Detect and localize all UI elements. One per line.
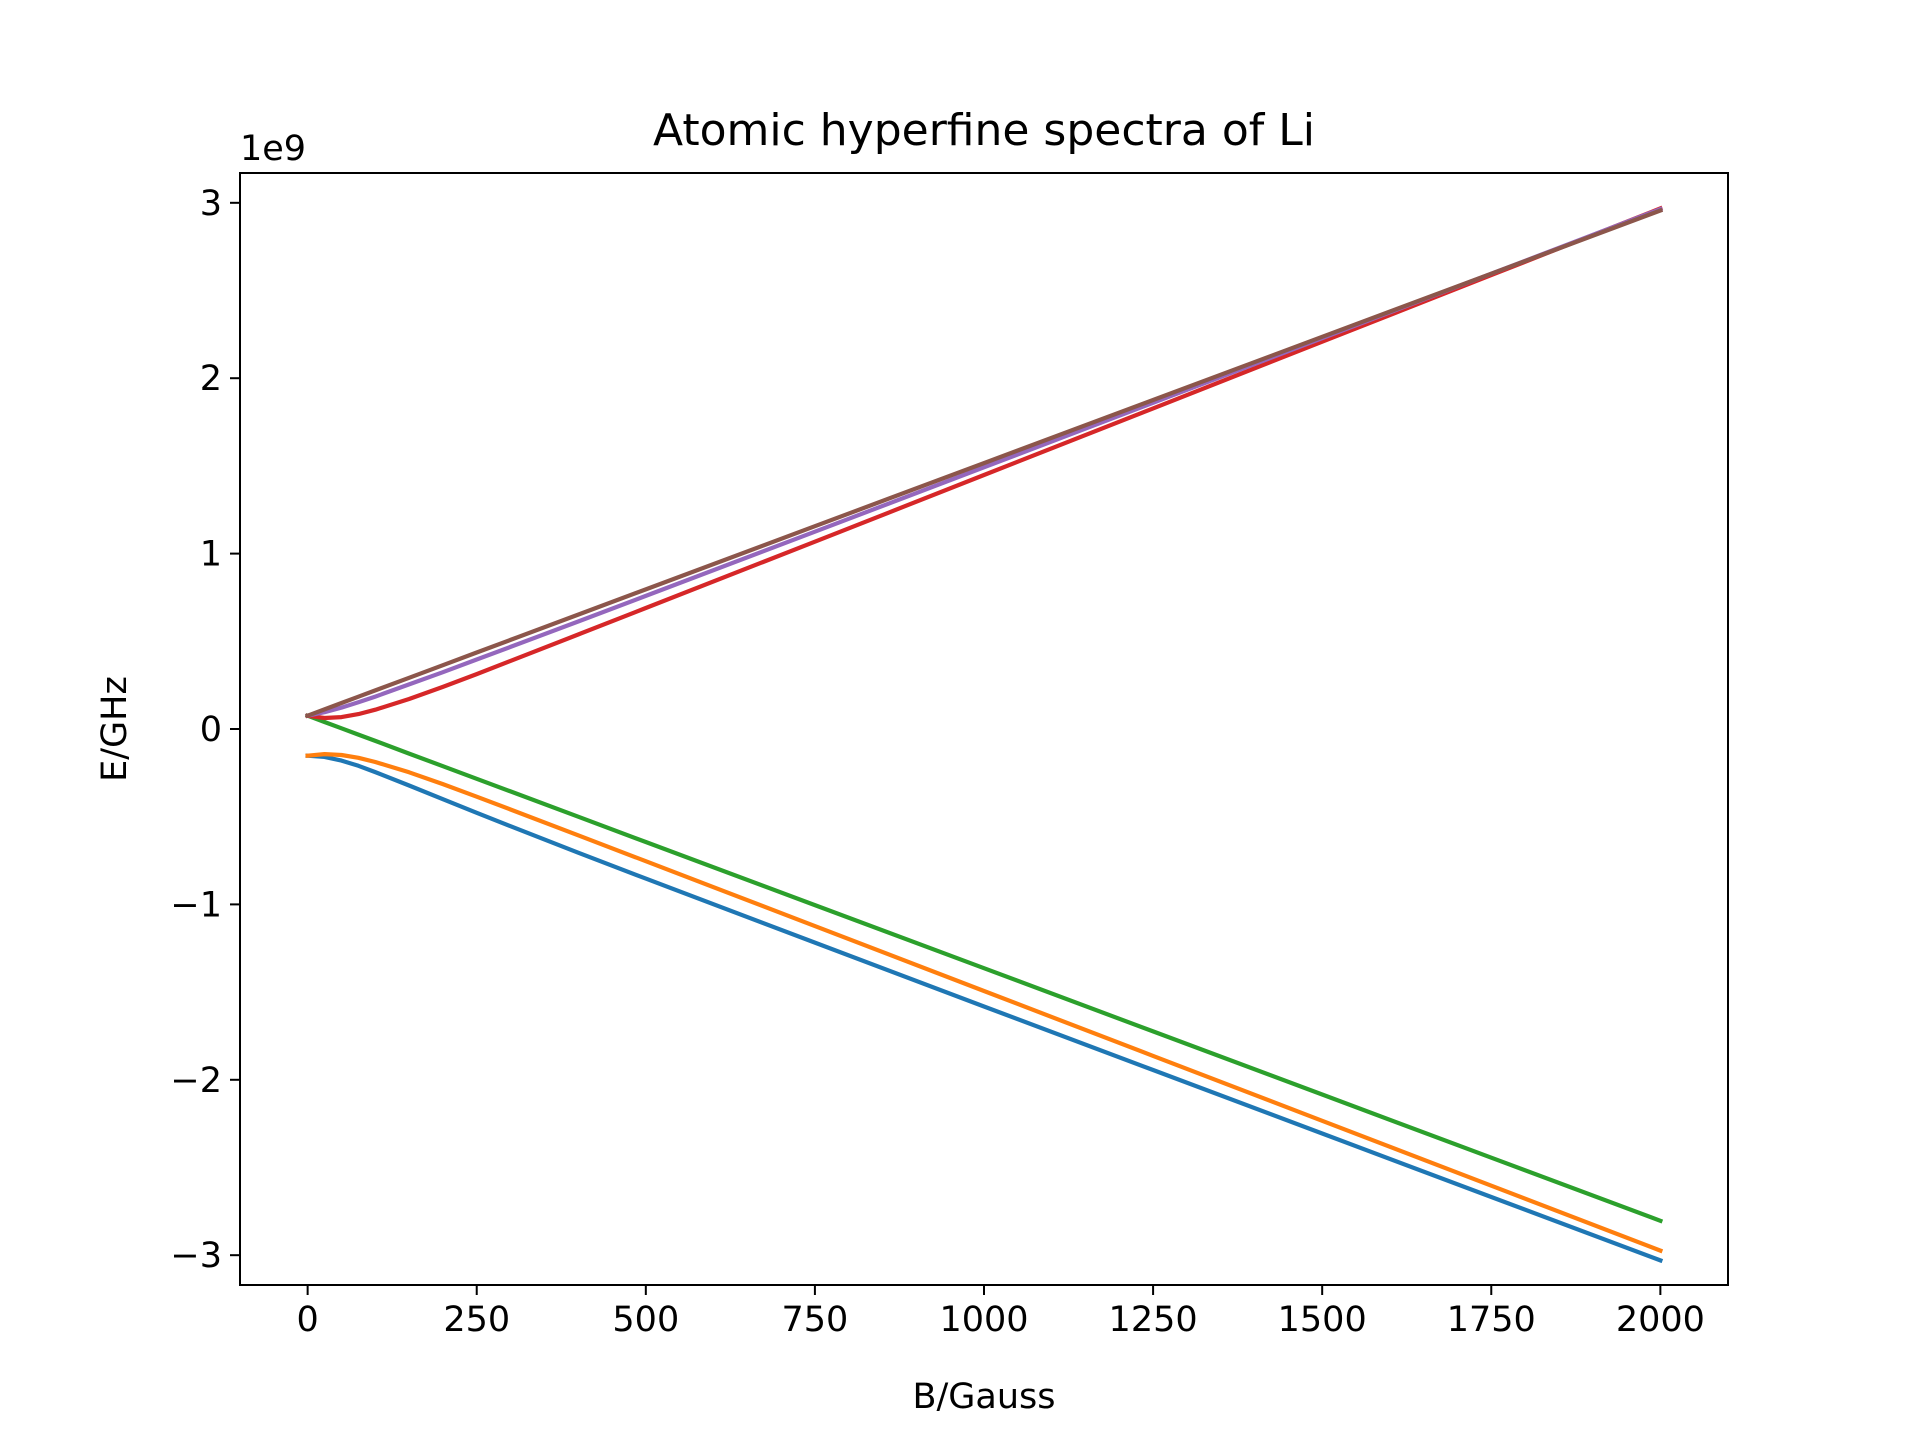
y-axis: −3 −2 −1 0 1 2 3 — [170, 184, 240, 1276]
x-axis: 0 250 500 750 1000 1250 1500 1750 2000 — [296, 1285, 1705, 1340]
x-tick-label: 250 — [443, 1300, 510, 1340]
series-line-1 — [305, 753, 1664, 1264]
x-tick-label: 1250 — [1109, 1300, 1198, 1340]
x-tick-label: 1000 — [939, 1300, 1028, 1340]
y-tick-label: 3 — [200, 184, 222, 224]
series-line-2 — [305, 751, 1664, 1254]
chart-title: Atomic hyperfine spectra of Li — [653, 105, 1315, 156]
x-tick-label: 500 — [612, 1300, 679, 1340]
x-tick-label: 2000 — [1616, 1300, 1705, 1340]
x-tick-label: 0 — [296, 1300, 318, 1340]
y-tick-label: −2 — [170, 1061, 222, 1101]
x-tick-label: 1750 — [1447, 1300, 1536, 1340]
y-axis-offset-label: 1e9 — [240, 129, 306, 169]
x-axis-label: B/Gauss — [912, 1377, 1055, 1417]
y-axis-label: E/GHz — [95, 676, 135, 782]
x-tick-label: 750 — [782, 1300, 849, 1340]
series-line-4 — [305, 205, 1664, 721]
y-tick-label: 1 — [200, 535, 222, 575]
y-tick-label: 2 — [200, 359, 222, 399]
series-layer — [304, 205, 1664, 1264]
x-tick-label: 1500 — [1278, 1300, 1367, 1340]
y-tick-label: −3 — [170, 1236, 222, 1276]
series-line-3 — [304, 712, 1664, 1224]
y-tick-label: 0 — [200, 710, 222, 750]
y-tick-label: −1 — [170, 885, 222, 925]
series-line-6 — [304, 207, 1664, 719]
series-line-5 — [305, 206, 1664, 719]
